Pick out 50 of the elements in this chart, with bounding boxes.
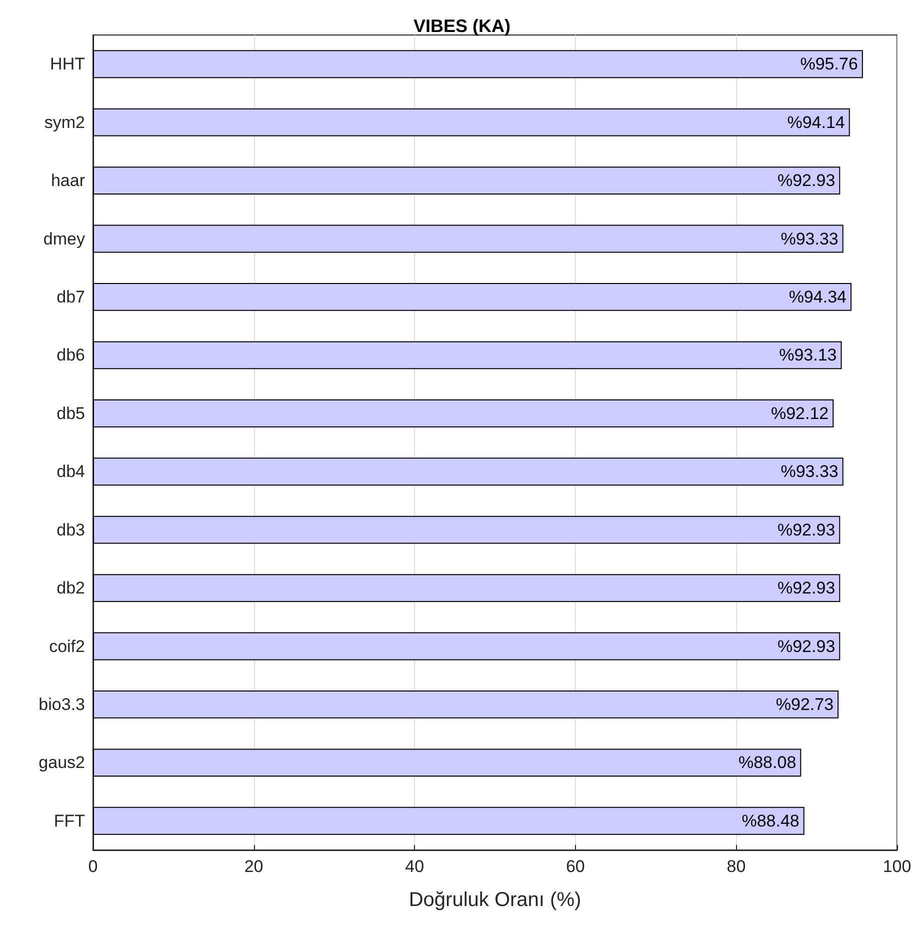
x-axis-title: Doğruluk Oranı (%) <box>408 889 582 911</box>
data-label: %92.12 <box>770 404 829 423</box>
data-label: %88.48 <box>742 811 800 830</box>
data-label: %94.34 <box>788 287 846 306</box>
data-label: %95.76 <box>800 54 858 74</box>
bar <box>93 690 839 718</box>
bar <box>93 224 844 253</box>
bar <box>93 166 840 195</box>
y-tick-label: gaus2 <box>38 753 85 772</box>
data-label: %92.93 <box>777 636 836 656</box>
bar <box>93 341 842 370</box>
x-tick-label: 80 <box>726 857 746 876</box>
x-tick-label: 40 <box>405 857 424 876</box>
data-label: %93.33 <box>780 462 838 482</box>
data-label: %88.08 <box>738 753 796 772</box>
bar <box>93 632 840 660</box>
bar <box>93 806 804 835</box>
x-tick-label: 0 <box>88 857 98 876</box>
y-tick-label: db7 <box>56 287 85 306</box>
bar <box>93 574 840 602</box>
x-tick-label: 60 <box>566 857 585 876</box>
y-tick-label: bio3.3 <box>38 694 85 714</box>
y-tick-label: db5 <box>56 404 85 423</box>
y-tick-label: HHT <box>50 54 85 74</box>
y-tick-label: FFT <box>54 811 85 830</box>
data-label: %92.93 <box>777 520 836 540</box>
data-label: %92.93 <box>777 171 836 190</box>
y-tick-label: coif2 <box>49 636 85 656</box>
bar <box>93 108 850 136</box>
y-tick-label: sym2 <box>44 112 85 132</box>
y-tick-label: dmey <box>43 229 86 248</box>
y-tick-label: db6 <box>56 346 85 365</box>
bar <box>93 399 834 428</box>
y-tick-label: db2 <box>56 578 85 598</box>
data-label: %93.13 <box>779 346 837 365</box>
bar <box>93 282 852 311</box>
y-tick-label: db4 <box>56 462 85 482</box>
bar <box>93 458 844 486</box>
x-tick-label: 100 <box>882 857 912 876</box>
bar <box>93 50 863 78</box>
data-label: %92.73 <box>776 694 834 714</box>
data-label: %94.14 <box>787 112 845 132</box>
y-tick-label: db3 <box>56 520 85 540</box>
chart-title: VIBES (KA) <box>413 16 511 36</box>
bar <box>93 516 840 544</box>
x-tick-label: 20 <box>244 857 264 876</box>
data-label: %93.33 <box>780 229 838 248</box>
data-label: %92.93 <box>777 578 836 598</box>
y-tick-label: haar <box>50 171 86 190</box>
bar <box>93 748 802 777</box>
